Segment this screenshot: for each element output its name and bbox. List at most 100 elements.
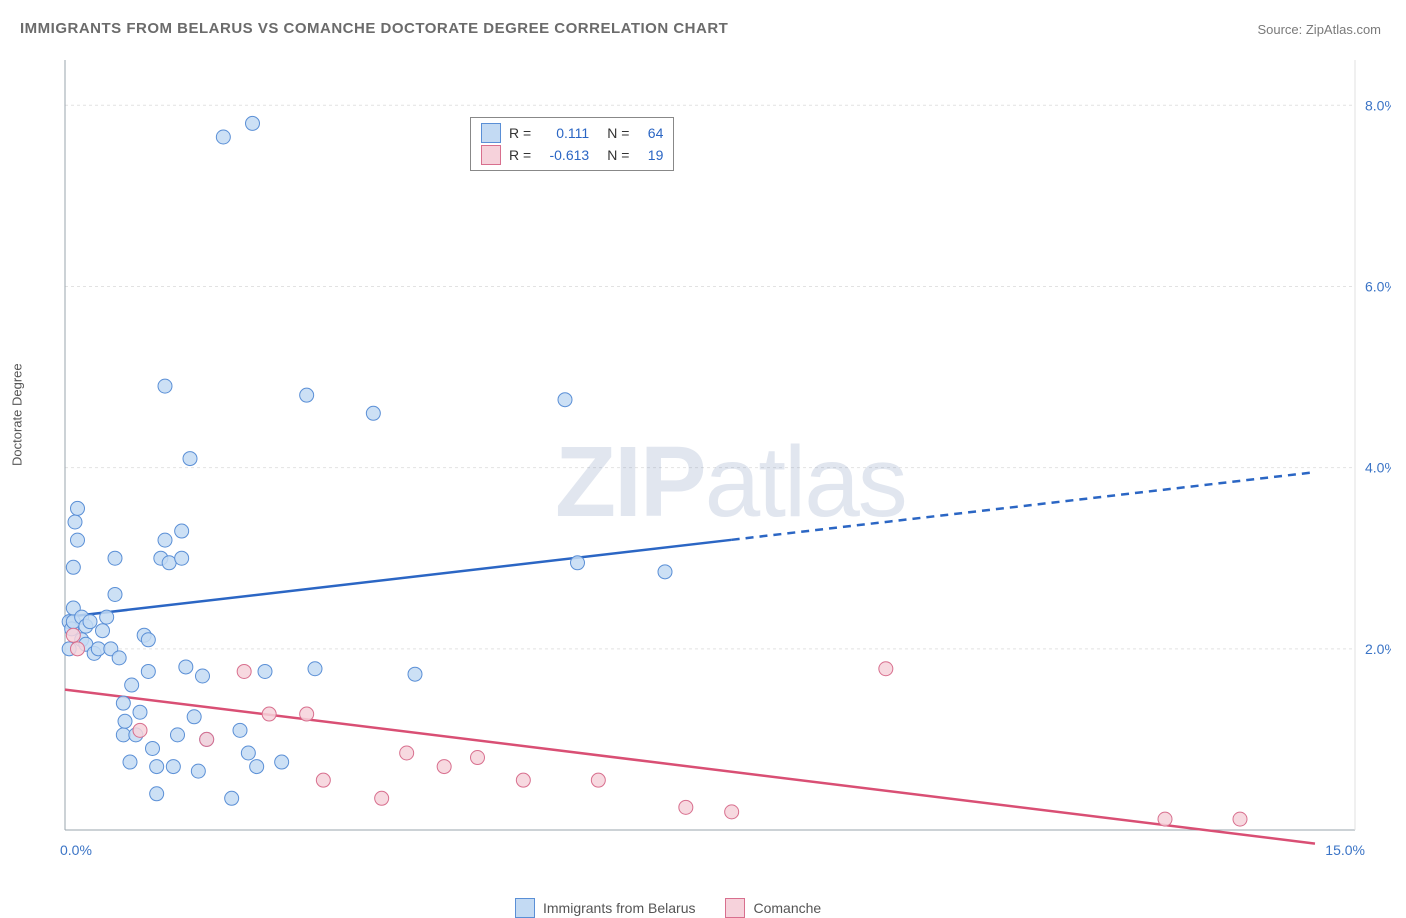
correlation-legend: R = 0.111 N = 64 R = -0.613 N = 19	[470, 117, 674, 171]
data-point-belarus	[91, 642, 105, 656]
data-point-belarus	[125, 678, 139, 692]
data-point-belarus	[246, 116, 260, 130]
watermark: ZIPatlas	[555, 425, 906, 540]
data-point-comanche	[375, 791, 389, 805]
n-label: N =	[607, 125, 629, 141]
data-point-comanche	[300, 707, 314, 721]
data-point-comanche	[725, 805, 739, 819]
data-point-belarus	[225, 791, 239, 805]
data-point-comanche	[591, 773, 605, 787]
chart-container: Doctorate Degree ZIPatlas 2.0%4.0%6.0%8.…	[15, 55, 1391, 877]
data-point-comanche	[66, 628, 80, 642]
legend-row: R = 0.111 N = 64	[481, 122, 663, 144]
data-point-belarus	[258, 664, 272, 678]
data-point-belarus	[171, 728, 185, 742]
data-point-belarus	[166, 760, 180, 774]
data-point-belarus	[141, 664, 155, 678]
data-point-belarus	[183, 452, 197, 466]
data-point-belarus	[275, 755, 289, 769]
data-point-belarus	[308, 662, 322, 676]
n-value: 19	[637, 147, 663, 163]
y-tick-label: 4.0%	[1365, 460, 1391, 476]
data-point-belarus	[133, 705, 147, 719]
data-point-belarus	[187, 710, 201, 724]
legend-swatch	[515, 898, 535, 918]
source-attribution: Source: ZipAtlas.com	[1257, 22, 1381, 37]
data-point-belarus	[112, 651, 126, 665]
data-point-comanche	[1233, 812, 1247, 826]
data-point-belarus	[66, 560, 80, 574]
data-point-belarus	[233, 723, 247, 737]
data-point-belarus	[118, 714, 132, 728]
data-point-comanche	[237, 664, 251, 678]
data-point-belarus	[366, 406, 380, 420]
data-point-belarus	[571, 556, 585, 570]
data-point-belarus	[141, 633, 155, 647]
data-point-comanche	[316, 773, 330, 787]
data-point-comanche	[1158, 812, 1172, 826]
data-point-belarus	[191, 764, 205, 778]
watermark-left: ZIP	[555, 426, 705, 538]
data-point-comanche	[879, 662, 893, 676]
data-point-belarus	[196, 669, 210, 683]
data-point-comanche	[471, 751, 485, 765]
chart-title: IMMIGRANTS FROM BELARUS VS COMANCHE DOCT…	[20, 20, 728, 37]
data-point-belarus	[250, 760, 264, 774]
y-axis-label: Doctorate Degree	[10, 363, 25, 466]
r-label: R =	[509, 125, 531, 141]
legend-swatch	[481, 123, 501, 143]
data-point-belarus	[150, 787, 164, 801]
legend-item: Comanche	[725, 898, 821, 918]
data-point-belarus	[162, 556, 176, 570]
n-label: N =	[607, 147, 629, 163]
legend-swatch	[481, 145, 501, 165]
data-point-belarus	[150, 760, 164, 774]
x-tick-label: 15.0%	[1325, 842, 1365, 858]
data-point-belarus	[71, 501, 85, 515]
data-point-belarus	[108, 587, 122, 601]
legend-item: Immigrants from Belarus	[515, 898, 695, 918]
data-point-belarus	[158, 379, 172, 393]
data-point-comanche	[400, 746, 414, 760]
data-point-belarus	[175, 551, 189, 565]
data-point-comanche	[679, 800, 693, 814]
data-point-belarus	[216, 130, 230, 144]
r-label: R =	[509, 147, 531, 163]
data-point-comanche	[437, 760, 451, 774]
data-point-belarus	[658, 565, 672, 579]
data-point-belarus	[116, 728, 130, 742]
data-point-belarus	[96, 624, 110, 638]
legend-label: Comanche	[753, 900, 821, 916]
data-point-belarus	[83, 615, 97, 629]
series-legend: Immigrants from Belarus Comanche	[515, 898, 821, 918]
r-value: 0.111	[539, 125, 589, 141]
legend-label: Immigrants from Belarus	[543, 900, 695, 916]
n-value: 64	[637, 125, 663, 141]
data-point-belarus	[241, 746, 255, 760]
data-point-belarus	[116, 696, 130, 710]
y-tick-label: 2.0%	[1365, 641, 1391, 657]
data-point-comanche	[262, 707, 276, 721]
legend-row: R = -0.613 N = 19	[481, 144, 663, 166]
x-tick-label: 0.0%	[60, 842, 92, 858]
data-point-comanche	[516, 773, 530, 787]
r-value: -0.613	[539, 147, 589, 163]
watermark-right: atlas	[705, 426, 906, 538]
data-point-belarus	[71, 533, 85, 547]
data-point-belarus	[300, 388, 314, 402]
y-tick-label: 8.0%	[1365, 97, 1391, 113]
data-point-belarus	[146, 741, 160, 755]
data-point-belarus	[123, 755, 137, 769]
data-point-belarus	[408, 667, 422, 681]
data-point-belarus	[558, 393, 572, 407]
legend-swatch	[725, 898, 745, 918]
data-point-belarus	[68, 515, 82, 529]
y-tick-label: 6.0%	[1365, 278, 1391, 294]
data-point-belarus	[100, 610, 114, 624]
data-point-comanche	[200, 732, 214, 746]
data-point-belarus	[158, 533, 172, 547]
data-point-belarus	[179, 660, 193, 674]
data-point-comanche	[133, 723, 147, 737]
data-point-comanche	[71, 642, 85, 656]
data-point-belarus	[108, 551, 122, 565]
